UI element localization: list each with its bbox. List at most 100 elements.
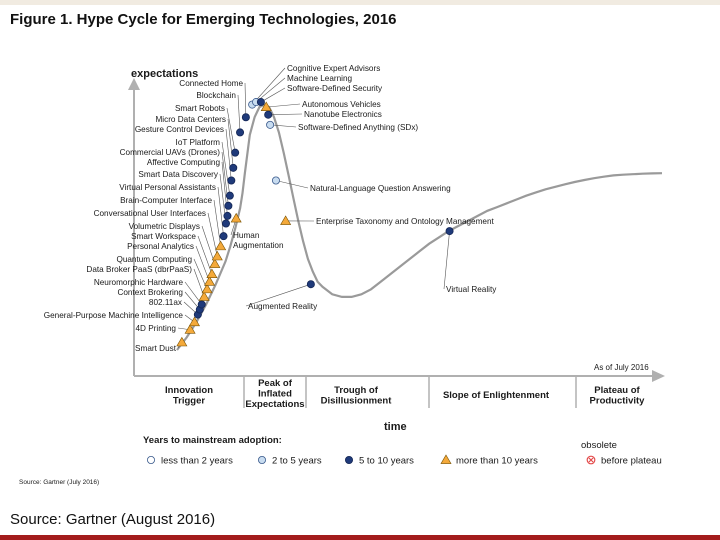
marker-enterprise-taxonomy-and-ontology-management (280, 215, 292, 225)
source-caption: Source: Gartner (August 2016) (10, 511, 216, 528)
marker-virtual-personal-assistants (219, 232, 228, 241)
tech-label-human-augmentation-2: Augmentation (233, 241, 284, 250)
legend-marker-5to10 (344, 455, 353, 464)
tech-label-virtual-reality: Virtual Reality (446, 285, 497, 294)
leader-natural-language-question-answering (275, 180, 309, 189)
marker-virtual-reality (445, 227, 454, 236)
tech-label-iot-platform: IoT Platform (176, 138, 221, 147)
tech-label-volumetric-displays: Volumetric Displays (129, 222, 200, 231)
phase-label-peak: Peak of (258, 378, 293, 389)
leader-personal-analytics (195, 245, 210, 282)
tech-label-natural-language-question-answering: Natural-Language Question Answering (310, 184, 451, 193)
tech-label-virtual-personal-assistants: Virtual Personal Assistants (119, 183, 216, 192)
leader-virtual-reality (443, 231, 450, 290)
legend-header-obsolete: obsolete (581, 440, 617, 451)
tech-label-software-defined-security: Software-Defined Security (287, 84, 383, 93)
marker-software-defined-security (256, 98, 265, 107)
phase-label-plateau: Productivity (590, 396, 646, 407)
marker-general-purpose-machine-intelligence (188, 316, 200, 327)
tech-label-personal-analytics: Personal Analytics (127, 242, 194, 251)
tech-label-machine-learning: Machine Learning (287, 74, 353, 83)
marker-augmented-reality (306, 280, 315, 289)
leader-neuromorphic-hardware (184, 281, 202, 305)
phase-label-peak: Expectations (245, 399, 304, 410)
marker-smart-data-discovery (221, 219, 230, 228)
marker-gesture-control-devices (227, 176, 236, 185)
tech-label-802-11ax: 802.11ax (149, 298, 182, 307)
chart-axes (128, 78, 665, 408)
tech-label-autonomous-vehicles: Autonomous Vehicles (302, 100, 381, 109)
leader-connected-home (244, 82, 247, 118)
marker-micro-data-centers (229, 163, 238, 172)
tech-label-micro-data-centers: Micro Data Centers (155, 115, 226, 124)
marker-autonomous-vehicles (260, 101, 272, 112)
marker-commercial-uavs-drones (224, 201, 233, 210)
marker-personal-analytics (203, 276, 216, 286)
marker-4d-printing (184, 324, 196, 334)
tech-label-human-augmentation: Human (233, 231, 260, 240)
slide-bottom-band (0, 535, 720, 540)
legend: Years to mainstream adoption: less than 2… (143, 435, 662, 467)
leader-brain-computer-interface (213, 199, 221, 247)
phase-label-innovation: Trigger (173, 396, 206, 407)
phase-label-trough: Trough of (334, 385, 379, 396)
marker-nanotube-electronics (264, 110, 273, 119)
tech-label-data-broker-paas-dbrpaas: Data Broker PaaS (dbrPaaS) (86, 265, 192, 274)
tech-label-affective-computing: Affective Computing (147, 158, 221, 167)
leader-smart-robots (226, 107, 236, 153)
tech-label-software-defined-anything-sdx: Software-Defined Anything (SDx) (298, 123, 418, 132)
legend-label-lt2: less than 2 years (161, 456, 233, 467)
tech-label-smart-dust: Smart Dust (135, 344, 177, 353)
tech-label-gesture-control-devices: Gesture Control Devices (135, 125, 224, 134)
source-note: Source: Gartner (July 2016) (19, 479, 99, 486)
tech-label-blockchain: Blockchain (196, 91, 236, 100)
leader-volumetric-displays (201, 225, 216, 265)
marker-blockchain (236, 128, 245, 137)
leader-conversational-user-interfaces (207, 212, 218, 257)
legend-label-obsolete: before plateau (601, 456, 662, 467)
tech-label-quantum-computing: Quantum Computing (116, 255, 192, 264)
x-axis-arrow (652, 370, 665, 382)
leader-software-defined-security (260, 87, 286, 103)
legend-label-5to10: 5 to 10 years (359, 456, 414, 467)
marker-smart-dust (176, 336, 188, 347)
marker-connected-home (241, 113, 250, 122)
tech-label-cognitive-expert-advisors: Cognitive Expert Advisors (287, 64, 380, 73)
leader-augmented-reality (245, 283, 311, 307)
leader-iot-platform (221, 141, 231, 196)
slide-top-band (0, 0, 720, 5)
marker-software-defined-anything-sdx (266, 120, 275, 129)
y-axis-arrow (128, 78, 140, 90)
marker-volumetric-displays (209, 258, 221, 268)
tech-label-neuromorphic-hardware: Neuromorphic Hardware (94, 278, 184, 287)
phase-label-innovation: Innovation (165, 385, 213, 396)
tech-label-smart-workspace: Smart Workspace (131, 232, 196, 241)
marker-smart-workspace (206, 268, 218, 278)
leader-nanotube-electronics (268, 113, 303, 116)
leader-smart-workspace (197, 235, 213, 275)
phase-label-trough: Disillusionment (321, 396, 393, 407)
tech-label-smart-data-discovery: Smart Data Discovery (138, 170, 219, 179)
legend-marker-gt10 (440, 454, 452, 464)
legend-title: Years to mainstream adoption: (143, 435, 282, 446)
tech-label-4d-printing: 4D Printing (135, 324, 176, 333)
marker-data-broker-paas-dbrpaas (198, 291, 210, 301)
technology-markers: Smart Dust 4D Printing General-Purpose Mac… (44, 64, 498, 353)
marker-natural-language-question-answering (271, 176, 280, 185)
leader-autonomous-vehicles (266, 103, 301, 108)
leader-blockchain (237, 94, 241, 133)
marker-neuromorphic-hardware (197, 300, 206, 309)
leader-gesture-control-devices (225, 128, 232, 181)
phase-label-plateau: Plateau of (594, 385, 640, 396)
tech-label-nanotube-electronics: Nanotube Electronics (304, 110, 382, 119)
legend-marker-lt2 (146, 455, 155, 464)
leader-virtual-personal-assistants (217, 186, 224, 237)
phase-label-peak: Inflated (258, 389, 292, 400)
phase-label-slope: Slope of Enlightenment (443, 390, 550, 401)
as-of-note: As of July 2016 (594, 363, 649, 372)
tech-label-augmented-reality: Augmented Reality (248, 302, 318, 311)
x-axis-label: time (384, 421, 407, 433)
legend-marker-2to5 (257, 455, 266, 464)
marker-iot-platform (225, 191, 234, 200)
